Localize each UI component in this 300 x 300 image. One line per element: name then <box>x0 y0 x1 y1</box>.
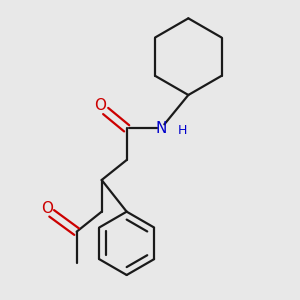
Text: H: H <box>178 124 187 137</box>
Text: O: O <box>41 201 53 216</box>
Text: N: N <box>156 121 167 136</box>
Text: O: O <box>94 98 106 113</box>
